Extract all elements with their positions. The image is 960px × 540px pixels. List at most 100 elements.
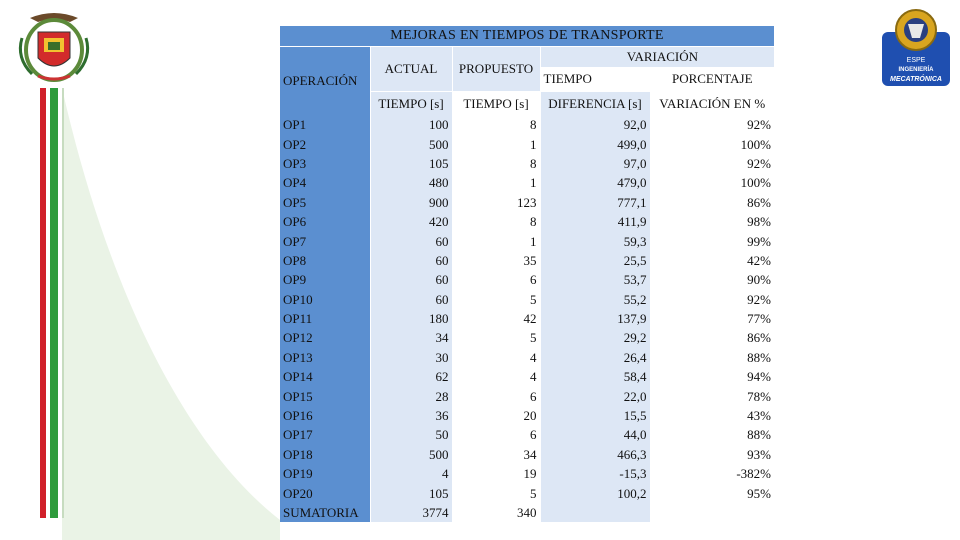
row-actual: 30 bbox=[370, 347, 453, 368]
row-porcentaje: -382% bbox=[650, 464, 775, 484]
row-actual: 36 bbox=[370, 405, 453, 426]
row-propuesto: 1 bbox=[452, 134, 541, 154]
row-porcentaje: 93% bbox=[650, 444, 775, 465]
row-porcentaje: 43% bbox=[650, 405, 775, 426]
row-diferencia: 58,4 bbox=[540, 367, 651, 387]
row-operation: OP18 bbox=[280, 444, 371, 465]
row-porcentaje: 42% bbox=[650, 250, 775, 271]
row-actual: 34 bbox=[370, 328, 453, 348]
row-propuesto: 4 bbox=[452, 347, 541, 368]
espe-mecatronica-logo: ESPE INGENIERÍA MECATRÓNICA bbox=[880, 6, 952, 86]
row-actual: 50 bbox=[370, 425, 453, 445]
table-row: OP3 105 8 97,0 92% bbox=[280, 153, 775, 174]
row-propuesto: 6 bbox=[452, 425, 541, 445]
row-propuesto: 8 bbox=[452, 211, 541, 232]
logo-text-ingenieria: INGENIERÍA bbox=[898, 65, 934, 73]
row-operation: OP4 bbox=[280, 173, 371, 193]
row-operation: OP3 bbox=[280, 153, 371, 174]
row-actual: 420 bbox=[370, 211, 453, 232]
row-propuesto: 5 bbox=[452, 289, 541, 309]
row-actual: 100 bbox=[370, 115, 453, 135]
row-porcentaje: 100% bbox=[650, 134, 775, 154]
row-operation: OP10 bbox=[280, 289, 371, 309]
row-propuesto: 340 bbox=[452, 502, 541, 523]
row-operation: OP15 bbox=[280, 386, 371, 406]
table-row: OP14 62 4 58,4 94% bbox=[280, 367, 775, 387]
row-diferencia: 29,2 bbox=[540, 328, 651, 348]
row-porcentaje: 78% bbox=[650, 386, 775, 406]
table-title: MEJORAS EN TIEMPOS DE TRANSPORTE bbox=[280, 26, 775, 47]
row-operation: SUMATORIA bbox=[280, 502, 371, 523]
header-operacion: OPERACIÓN bbox=[280, 46, 371, 115]
row-operation: OP19 bbox=[280, 464, 371, 484]
row-propuesto: 35 bbox=[452, 250, 541, 271]
row-actual: 900 bbox=[370, 192, 453, 212]
table-row: OP8 60 35 25,5 42% bbox=[280, 250, 775, 271]
table-row: SUMATORIA 3774 340 bbox=[280, 502, 775, 523]
row-diferencia: 499,0 bbox=[540, 134, 651, 154]
header-tiempo: TIEMPO bbox=[540, 67, 651, 92]
table-row: OP11 180 42 137,9 77% bbox=[280, 308, 775, 329]
decorative-stripes bbox=[40, 88, 280, 540]
header-tiempo-propuesto: TIEMPO [s] bbox=[452, 91, 541, 115]
table-row: OP2 500 1 499,0 100% bbox=[280, 134, 775, 154]
row-porcentaje: 77% bbox=[650, 308, 775, 329]
row-operation: OP2 bbox=[280, 134, 371, 154]
row-actual: 4 bbox=[370, 464, 453, 484]
row-actual: 480 bbox=[370, 173, 453, 193]
row-propuesto: 6 bbox=[452, 386, 541, 406]
header-variacion-pct: VARIACIÓN EN % bbox=[650, 91, 775, 115]
row-diferencia: 92,0 bbox=[540, 115, 651, 135]
row-propuesto: 6 bbox=[452, 270, 541, 290]
logo-text-espe: ESPE bbox=[907, 57, 926, 64]
table-row: OP15 28 6 22,0 78% bbox=[280, 386, 775, 406]
row-diferencia: 15,5 bbox=[540, 405, 651, 426]
row-propuesto: 5 bbox=[452, 328, 541, 348]
row-propuesto: 8 bbox=[452, 115, 541, 135]
table-row: OP18 500 34 466,3 93% bbox=[280, 444, 775, 465]
row-propuesto: 42 bbox=[452, 308, 541, 329]
row-porcentaje: 92% bbox=[650, 289, 775, 309]
header-tiempo-actual: TIEMPO [s] bbox=[370, 91, 453, 115]
row-porcentaje: 92% bbox=[650, 153, 775, 174]
header-porcentaje: PORCENTAJE bbox=[650, 67, 775, 92]
row-actual: 60 bbox=[370, 231, 453, 251]
row-diferencia: 411,9 bbox=[540, 211, 651, 232]
table-row: OP7 60 1 59,3 99% bbox=[280, 231, 775, 251]
row-diferencia: 777,1 bbox=[540, 192, 651, 212]
row-actual: 60 bbox=[370, 289, 453, 309]
row-actual: 60 bbox=[370, 250, 453, 271]
header-row-2: TIEMPO PORCENTAJE bbox=[280, 67, 775, 92]
row-operation: OP9 bbox=[280, 270, 371, 290]
row-operation: OP12 bbox=[280, 328, 371, 348]
row-diferencia: 100,2 bbox=[540, 483, 651, 503]
row-porcentaje: 88% bbox=[650, 347, 775, 368]
row-operation: OP17 bbox=[280, 425, 371, 445]
row-propuesto: 123 bbox=[452, 192, 541, 212]
header-propuesto: PROPUESTO bbox=[452, 46, 541, 92]
row-actual: 500 bbox=[370, 444, 453, 465]
row-porcentaje: 98% bbox=[650, 211, 775, 232]
row-diferencia: 44,0 bbox=[540, 425, 651, 445]
row-actual: 500 bbox=[370, 134, 453, 154]
header-row-1: OPERACIÓN ACTUAL PROPUESTO VARIACIÓN bbox=[280, 46, 775, 115]
row-porcentaje: 86% bbox=[650, 192, 775, 212]
row-porcentaje: 99% bbox=[650, 231, 775, 251]
coat-of-arms-logo bbox=[18, 13, 90, 82]
table-row: OP4 480 1 479,0 100% bbox=[280, 173, 775, 193]
row-propuesto: 1 bbox=[452, 173, 541, 193]
table-row: OP5 900 123 777,1 86% bbox=[280, 192, 775, 212]
row-diferencia: 59,3 bbox=[540, 231, 651, 251]
header-actual: ACTUAL bbox=[370, 46, 453, 92]
table-title-row: MEJORAS EN TIEMPOS DE TRANSPORTE bbox=[280, 26, 775, 47]
table-row: OP17 50 6 44,0 88% bbox=[280, 425, 775, 445]
row-porcentaje: 95% bbox=[650, 483, 775, 503]
row-diferencia bbox=[540, 502, 651, 523]
table-row: OP10 60 5 55,2 92% bbox=[280, 289, 775, 309]
row-diferencia: 22,0 bbox=[540, 386, 651, 406]
table-row: OP19 4 19 -15,3 -382% bbox=[280, 464, 775, 484]
row-operation: OP13 bbox=[280, 347, 371, 368]
row-operation: OP6 bbox=[280, 211, 371, 232]
row-actual: 60 bbox=[370, 270, 453, 290]
row-porcentaje: 86% bbox=[650, 328, 775, 348]
